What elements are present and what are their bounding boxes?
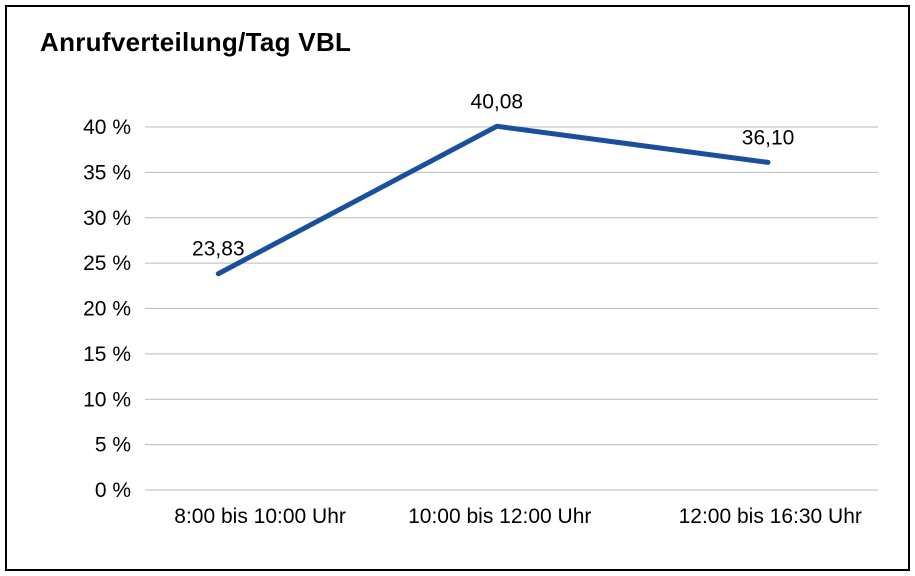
chart-title: Anrufverteilung/Tag VBL bbox=[40, 27, 352, 57]
svg-text:10 %: 10 % bbox=[83, 388, 131, 411]
svg-text:15 %: 15 % bbox=[83, 343, 131, 366]
line-chart-plot: 0 % 5 % 10 % 15 % 20 % 25 % 30 % 35 % 40 % 23,83 4… bbox=[83, 90, 878, 528]
svg-text:0 %: 0 % bbox=[95, 479, 131, 502]
svg-text:20 %: 20 % bbox=[83, 298, 131, 321]
svg-text:8:00 bis 10:00 Uhr: 8:00 bis 10:00 Uhr bbox=[174, 505, 346, 528]
svg-text:12:00 bis 16:30 Uhr: 12:00 bis 16:30 Uhr bbox=[679, 505, 862, 528]
svg-text:35 %: 35 % bbox=[83, 161, 131, 184]
svg-text:36,10: 36,10 bbox=[742, 126, 795, 149]
svg-text:30 %: 30 % bbox=[83, 207, 131, 230]
svg-text:40,08: 40,08 bbox=[471, 90, 524, 113]
svg-text:5 %: 5 % bbox=[95, 434, 131, 457]
chart-frame: Anrufverteilung/Tag VBL 0 % 5 % 10 % 15 % 20… bbox=[5, 5, 910, 571]
svg-text:40 %: 40 % bbox=[83, 116, 131, 139]
svg-text:23,83: 23,83 bbox=[192, 238, 245, 261]
svg-text:25 %: 25 % bbox=[83, 252, 131, 275]
svg-text:10:00 bis 12:00 Uhr: 10:00 bis 12:00 Uhr bbox=[408, 505, 591, 528]
